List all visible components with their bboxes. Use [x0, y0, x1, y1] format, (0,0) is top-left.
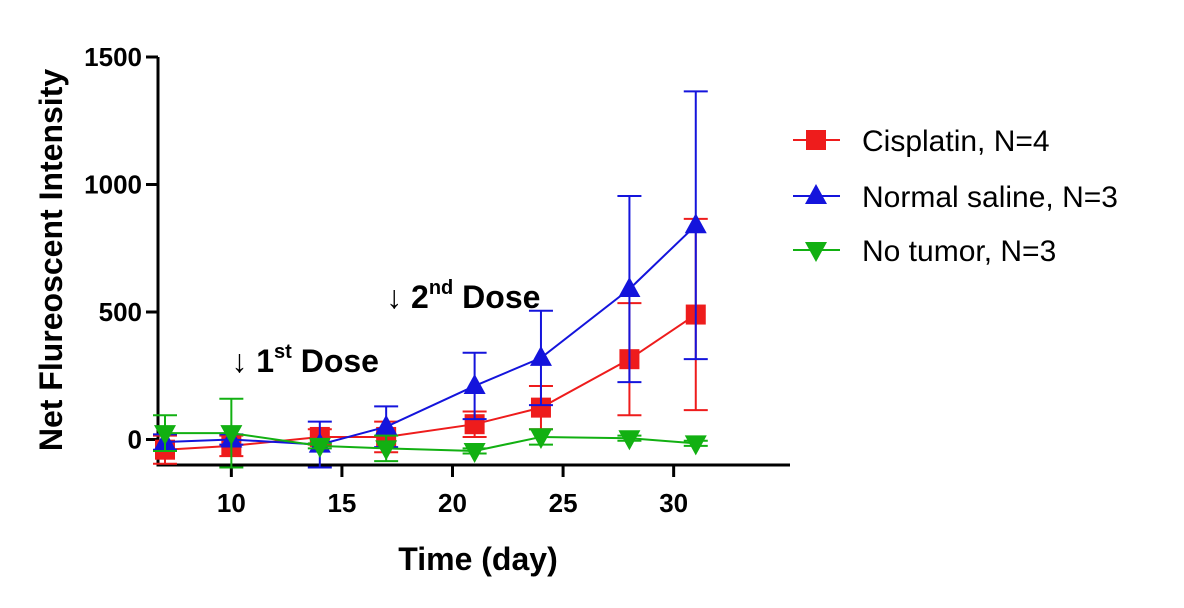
dose-text: Dose: [453, 279, 540, 315]
series-layer: [153, 90, 708, 469]
data-point: [684, 213, 707, 234]
data-point: [684, 435, 707, 456]
series-line: [164, 313, 697, 451]
x-tick-label: 15: [327, 488, 356, 518]
legend-label: No tumor, N=3: [862, 235, 1056, 268]
x-axis-label: Time (day): [398, 541, 557, 577]
legend: Cisplatin, N=4 Normal saline, N=3 No tumor…: [793, 125, 1118, 268]
x-tick-label: 10: [217, 488, 246, 518]
y-tick-label: 1000: [84, 170, 142, 200]
data-point: [618, 277, 641, 298]
axes: 0 500 1000 1500 10 15 20 25 30: [84, 42, 790, 518]
data-point: [375, 414, 398, 435]
annotations: ↓ 1st Dose↓ 2nd Dose: [231, 277, 540, 379]
legend-marker: [806, 130, 826, 150]
data-point: [529, 428, 552, 449]
data-point: [220, 425, 243, 446]
dose-suffix: nd: [429, 277, 453, 299]
data-point: [463, 373, 486, 394]
dose-suffix: st: [274, 341, 292, 363]
x-tick-label: 30: [659, 488, 688, 518]
y-axis-label: Net Flureoscent Intensity: [33, 69, 69, 452]
legend-marker: [805, 184, 827, 204]
y-tick-label: 1500: [84, 42, 142, 72]
series-line: [165, 432, 696, 452]
dose-text: Dose: [292, 343, 379, 379]
data-point: [154, 425, 176, 446]
data-point: [529, 345, 552, 366]
series-2: [153, 397, 708, 469]
x-tick-label: 20: [438, 488, 467, 518]
series-line: [164, 224, 697, 446]
data-point: [308, 437, 331, 458]
data-point: [375, 440, 398, 461]
data-point: [463, 442, 486, 463]
legend-label: Normal saline, N=3: [862, 181, 1118, 214]
data-point: [530, 397, 551, 418]
dose-arrow: ↓ 1: [231, 343, 274, 379]
x-tick-label: 25: [549, 488, 578, 518]
data-point: [618, 430, 641, 451]
y-tick-label: 0: [128, 425, 142, 455]
y-tick-label: 500: [99, 297, 142, 327]
dose-arrow: ↓ 2: [386, 279, 429, 315]
legend-label: Cisplatin, N=4: [862, 125, 1050, 158]
legend-marker: [805, 242, 827, 262]
dose-annotation: ↓ 2nd Dose: [386, 277, 540, 315]
dose-annotation: ↓ 1st Dose: [231, 341, 379, 379]
